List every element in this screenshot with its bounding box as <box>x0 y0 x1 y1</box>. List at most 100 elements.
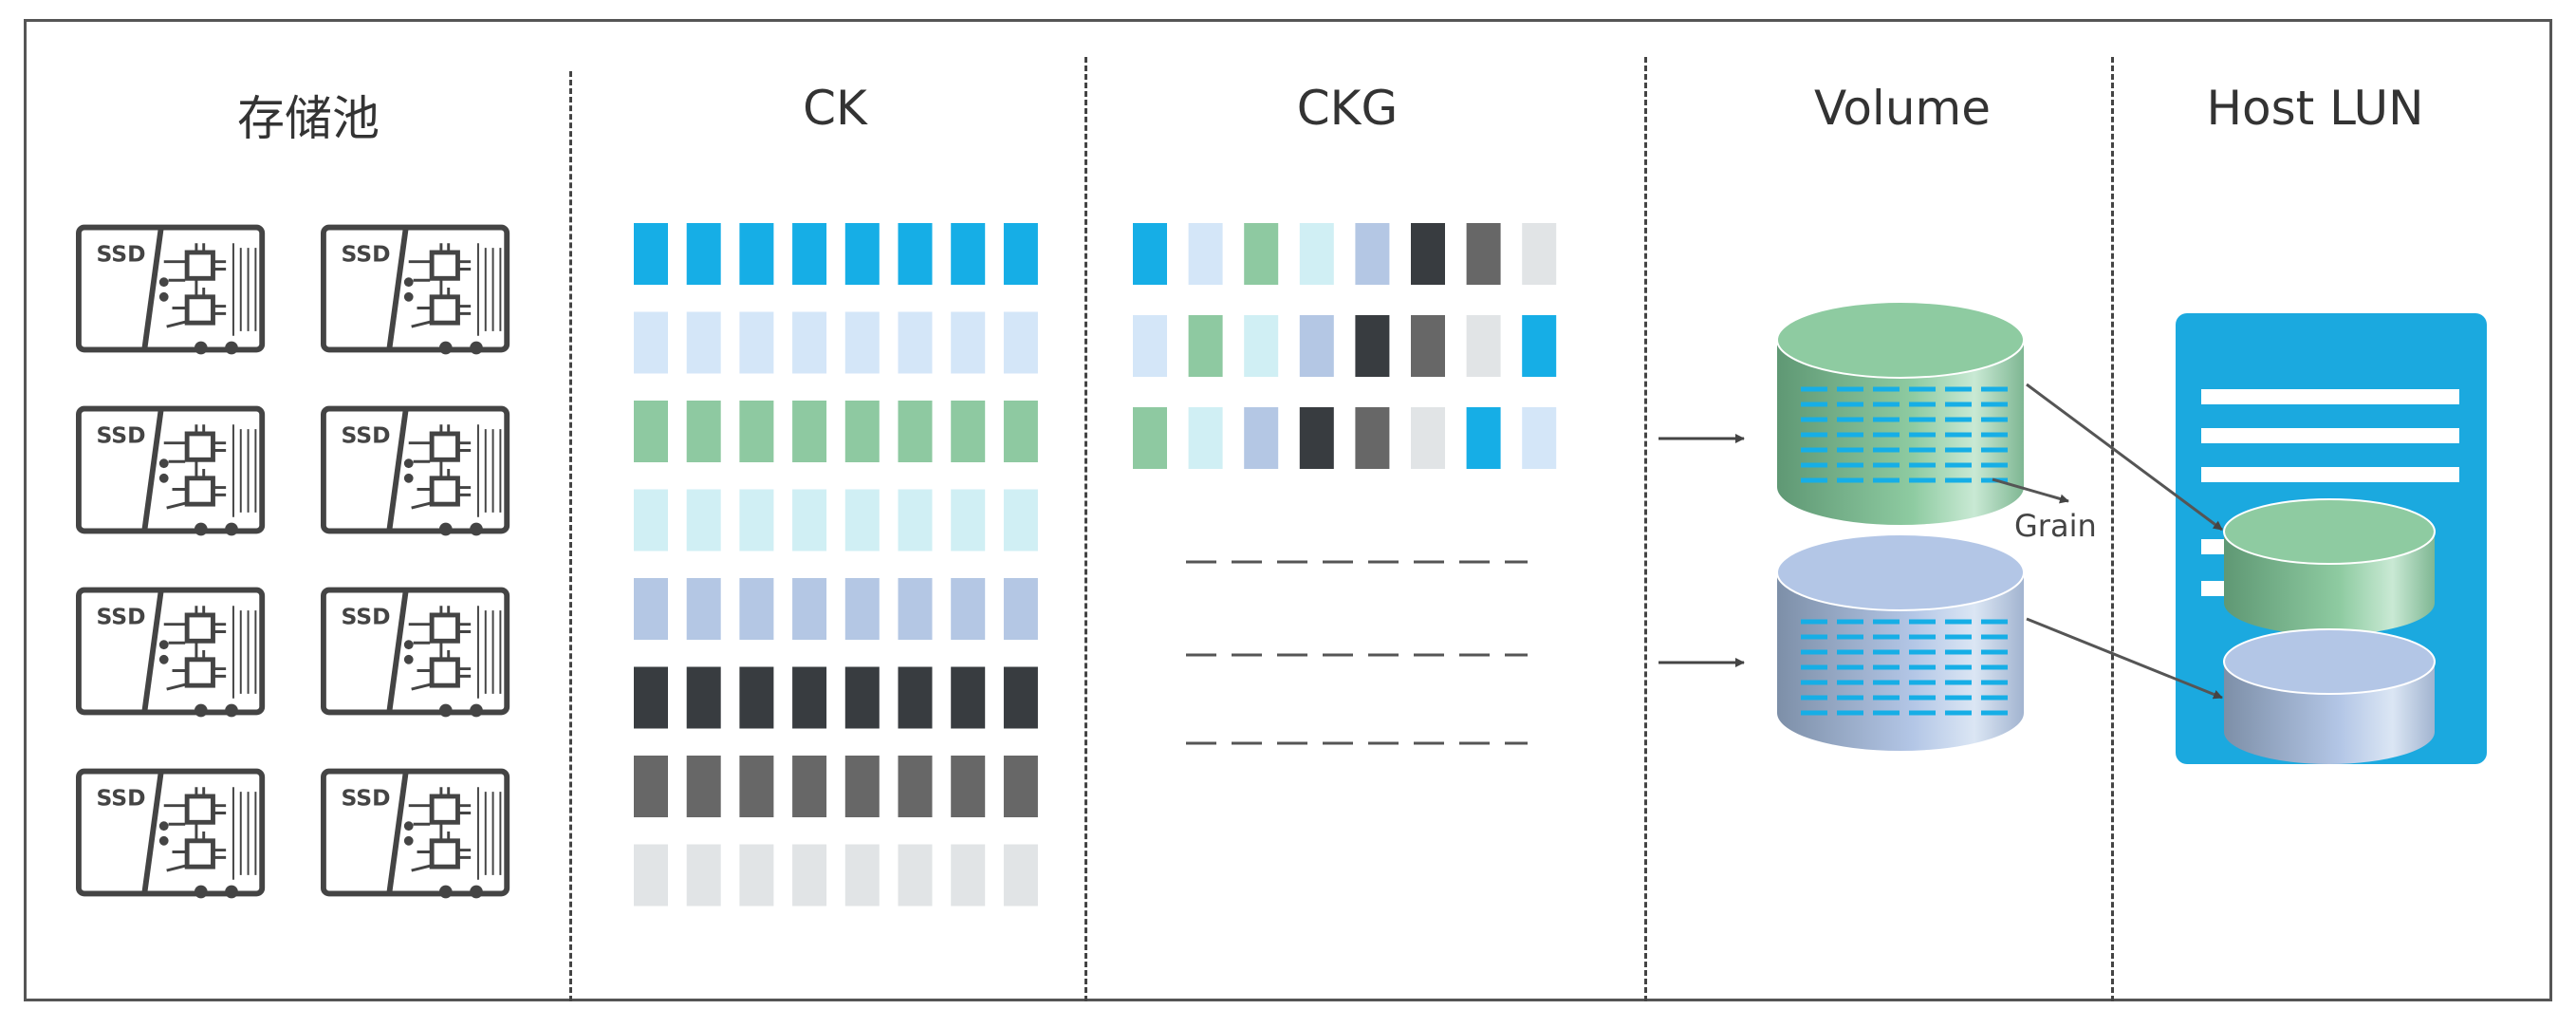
ckg-chunk <box>1133 407 1167 469</box>
diagram-frame <box>24 19 2552 1001</box>
ckg-title: CKG <box>1296 81 1399 136</box>
pool-title: 存储池 <box>237 91 380 146</box>
ck-chunk <box>951 311 986 374</box>
ckg-chunk <box>1188 223 1223 285</box>
ck-chunk <box>898 666 933 729</box>
cylinder-top <box>2223 498 2436 565</box>
ck-chunk <box>951 401 986 462</box>
ckg-chunk <box>1133 223 1167 285</box>
ck-chunk <box>951 844 986 907</box>
ckg-chunk <box>1355 407 1390 469</box>
ck-chunk <box>1003 666 1038 729</box>
ck-chunk <box>634 756 668 817</box>
ckg-chunk <box>1244 223 1279 285</box>
ckg-chunk <box>1466 223 1501 285</box>
ck-chunk <box>634 578 668 640</box>
ck-chunk <box>739 489 774 551</box>
ssd-drive-icon <box>79 228 262 355</box>
ck-chunk <box>686 578 721 640</box>
ck-chunk <box>686 489 721 551</box>
ckg-chunk <box>1522 223 1557 285</box>
ck-chunk <box>792 401 827 462</box>
ckg-chunk <box>1522 315 1557 377</box>
lun-connectors <box>1992 383 2223 700</box>
cylinder-top <box>2223 628 2436 695</box>
ck-chunk <box>844 666 880 729</box>
ck-chunk <box>898 489 933 551</box>
host-line <box>2201 389 2459 404</box>
ck-chunk <box>686 844 721 907</box>
grain-label-bg <box>2011 505 2104 543</box>
volume-title: Volume <box>1814 81 1991 136</box>
volume-cylinder-1 <box>1776 301 2025 525</box>
ck-chunk <box>1003 489 1038 551</box>
ckg-grid <box>1133 223 1557 469</box>
ckg-chunk <box>1355 315 1390 377</box>
ck-chunk <box>898 311 933 374</box>
ckg-chunk <box>1133 315 1167 377</box>
ck-chunk <box>951 489 986 551</box>
ck-chunk <box>898 223 933 285</box>
ckg-chunk <box>1299 223 1334 285</box>
ck-chunk <box>844 844 880 907</box>
host-line <box>2201 467 2459 482</box>
ssd-drive-icon <box>324 590 507 718</box>
ssd-drive-group <box>79 228 507 899</box>
ssd-drive-icon <box>324 228 507 355</box>
ck-chunk <box>792 311 827 374</box>
ck-chunk <box>686 401 721 462</box>
ck-chunk <box>844 578 880 640</box>
cylinder-body <box>1777 572 2024 751</box>
ck-chunk <box>634 489 668 551</box>
cylinder-top <box>1776 301 2025 379</box>
ck-chunk <box>739 844 774 907</box>
ck-chunk <box>686 311 721 374</box>
ck-chunk <box>739 223 774 285</box>
ssd-drive-icon <box>324 409 507 536</box>
ckg-chunk <box>1244 407 1279 469</box>
ck-chunk <box>686 666 721 729</box>
ck-chunk <box>844 311 880 374</box>
lun-cylinder-1 <box>2223 498 2436 635</box>
ck-title: CK <box>803 81 867 136</box>
ck-chunk <box>634 401 668 462</box>
ck-chunk <box>686 756 721 817</box>
ck-chunk <box>844 223 880 285</box>
ck-chunk <box>898 756 933 817</box>
ck-chunk <box>739 756 774 817</box>
ck-chunk <box>792 844 827 907</box>
ck-chunk <box>792 223 827 285</box>
volume-cylinder-2 <box>1776 533 2025 751</box>
lun-cylinders <box>2223 498 2436 764</box>
ck-chunk <box>951 223 986 285</box>
ck-chunk <box>898 578 933 640</box>
ck-chunk <box>1003 756 1038 817</box>
grain-label: Grain <box>2014 508 2097 544</box>
ckg-chunk <box>1411 223 1445 285</box>
ckg-chunk <box>1188 407 1223 469</box>
ck-chunk <box>1003 223 1038 285</box>
ck-chunk <box>792 578 827 640</box>
ck-chunk <box>739 401 774 462</box>
ssd-drive-icon <box>79 409 262 536</box>
volume-cylinders <box>1776 301 2025 751</box>
lun-cylinder-2 <box>2223 628 2436 764</box>
host-line <box>2201 428 2459 443</box>
divider-2 <box>1084 57 1087 1001</box>
ck-chunk <box>1003 578 1038 640</box>
ssd-drive-icon <box>79 590 262 718</box>
ckg-dashed-lines <box>1186 560 1528 745</box>
ssd-drive-icon <box>324 772 507 899</box>
divider-1 <box>569 71 572 1001</box>
ck-chunk <box>844 756 880 817</box>
ck-chunk <box>898 844 933 907</box>
ck-chunk <box>634 666 668 729</box>
ck-chunk <box>792 666 827 729</box>
divider-3 <box>1644 57 1647 1001</box>
ck-chunk <box>739 578 774 640</box>
ckg-chunk <box>1466 407 1501 469</box>
connector-volume2-lun2 <box>2026 617 2223 700</box>
ckg-chunk <box>1522 407 1557 469</box>
ck-chunk <box>792 489 827 551</box>
